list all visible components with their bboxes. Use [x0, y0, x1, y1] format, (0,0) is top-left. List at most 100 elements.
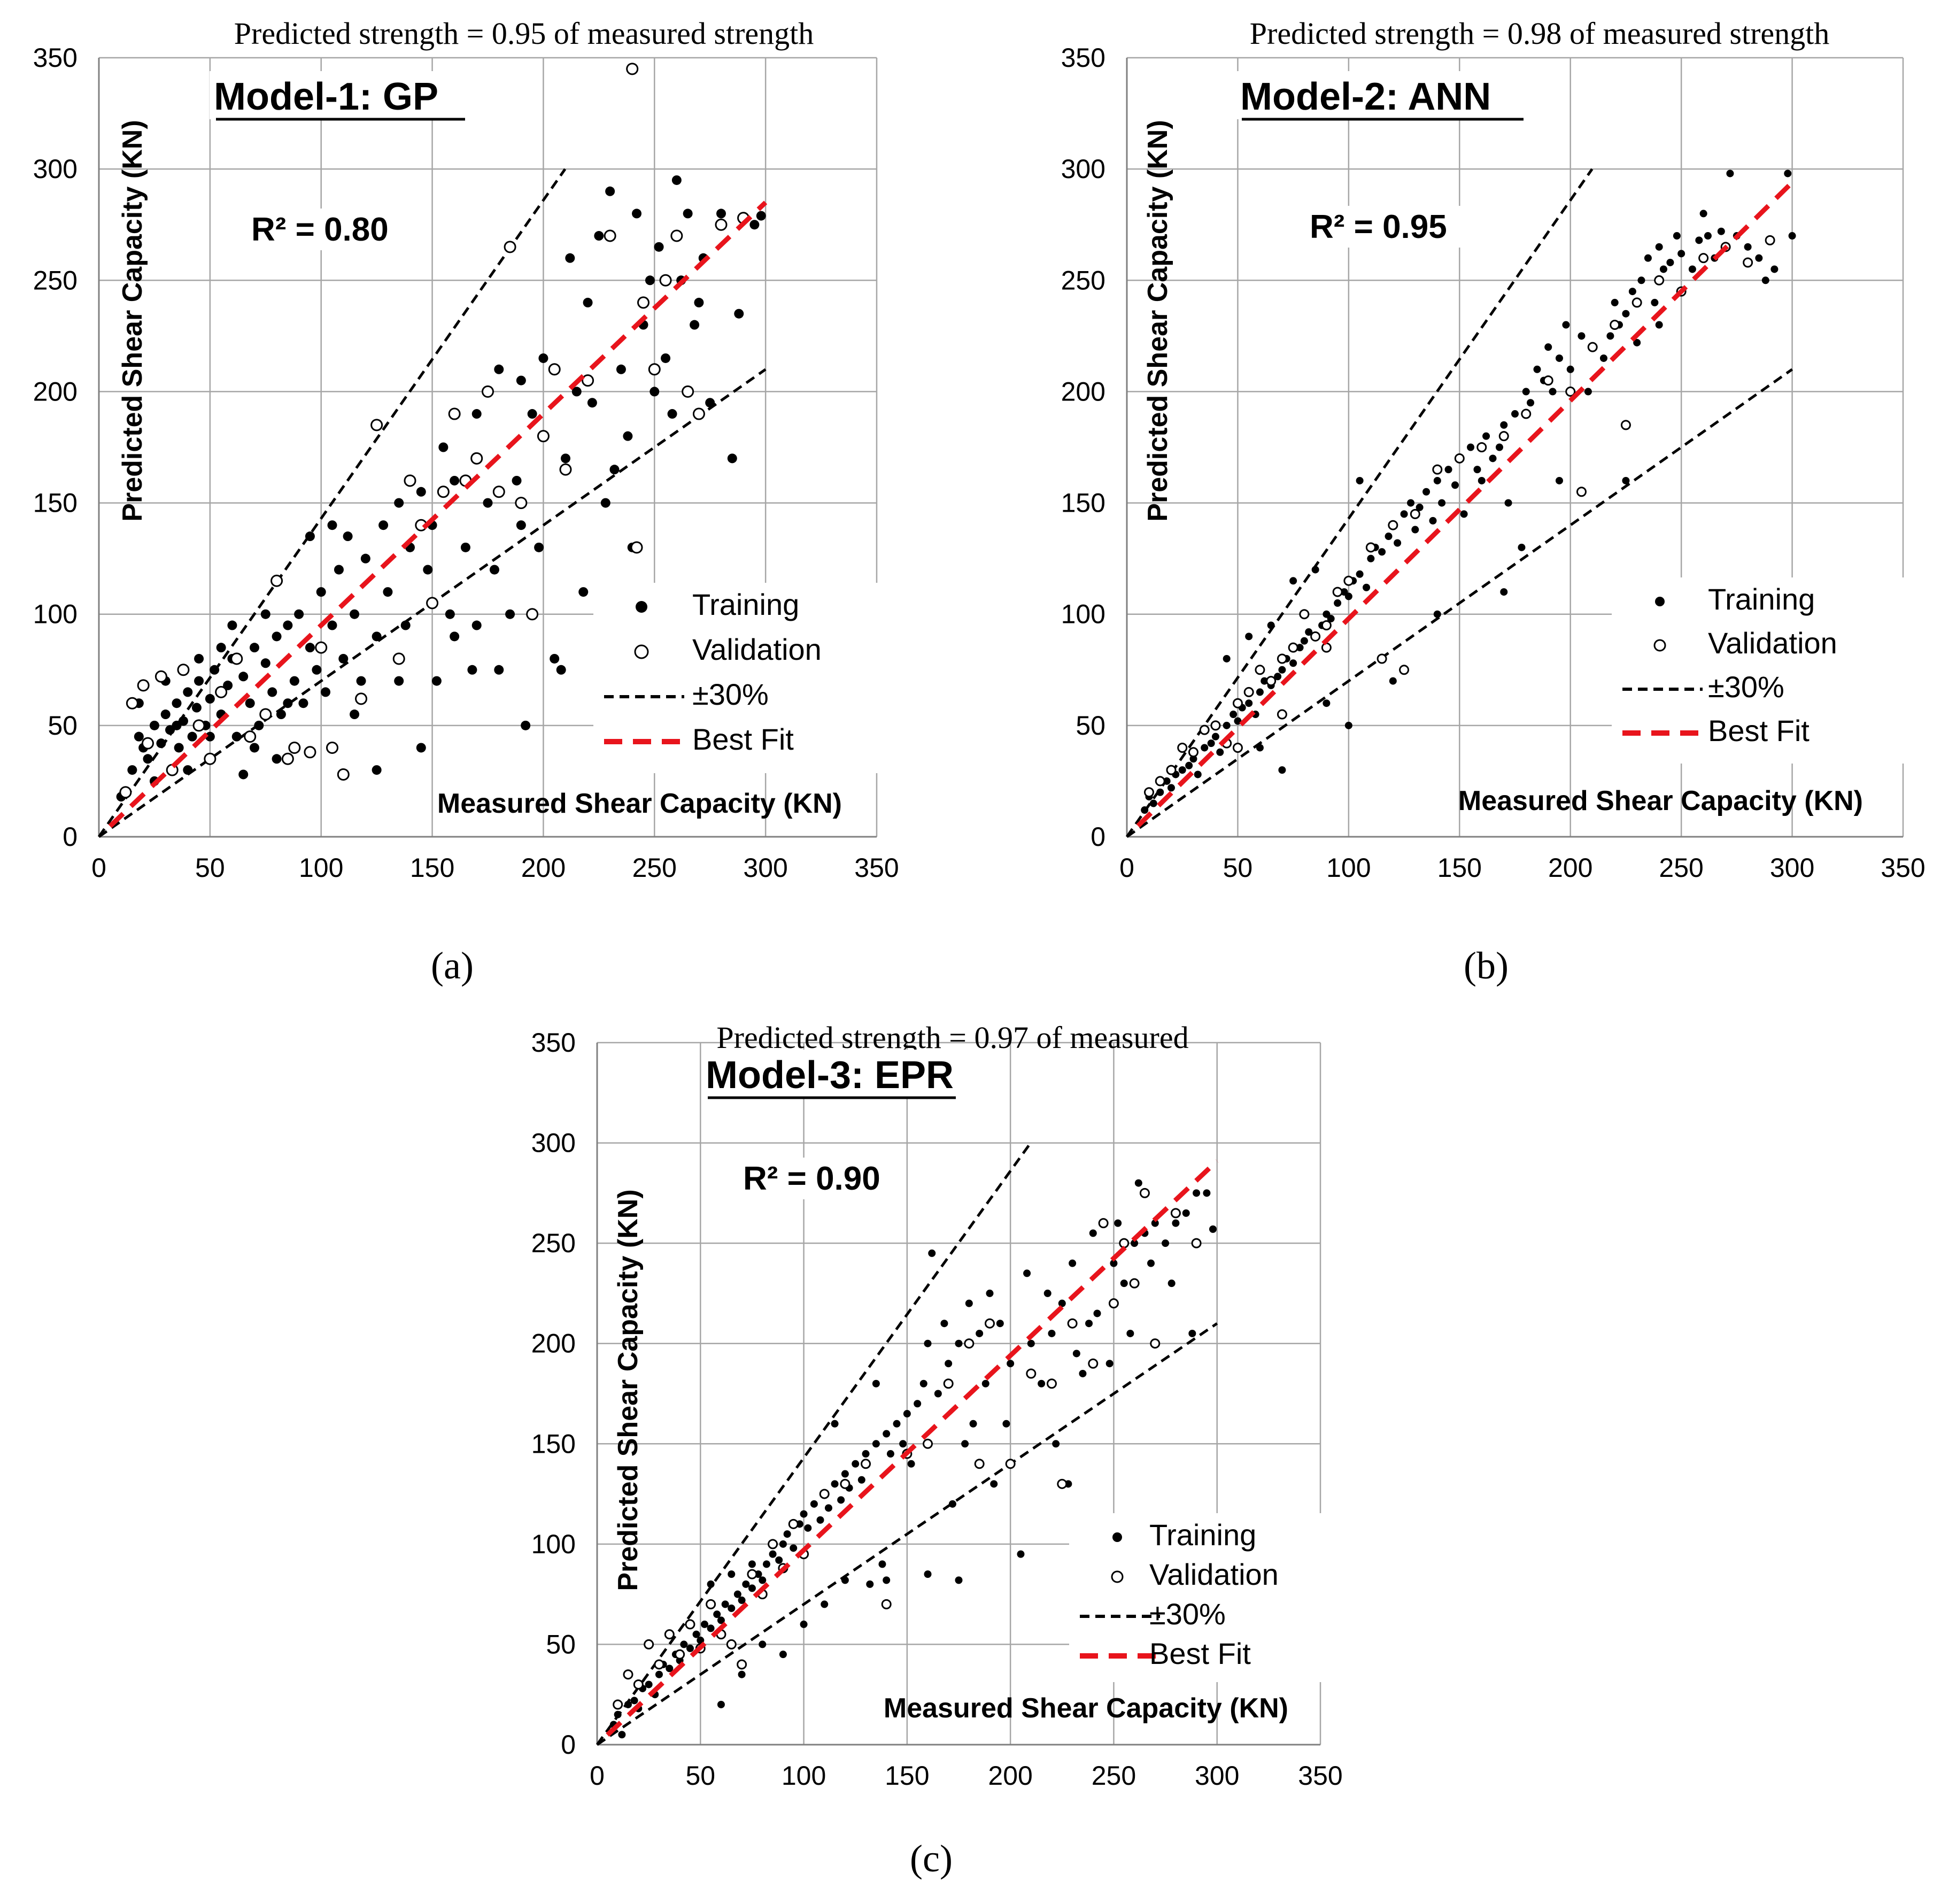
legend-bounds-label: ±30%	[692, 677, 769, 711]
validation-point	[1343, 575, 1354, 586]
validation-point	[304, 746, 316, 759]
training-point	[556, 665, 566, 675]
y-tick-label: 0	[63, 822, 78, 852]
training-point	[1048, 1329, 1056, 1337]
lower-bound-line	[1126, 368, 1793, 838]
training-point	[471, 409, 482, 419]
training-point	[1500, 421, 1508, 429]
training-point	[534, 542, 544, 552]
training-point	[1651, 298, 1659, 306]
validation-point	[259, 708, 272, 721]
training-point	[1363, 583, 1371, 591]
validation-point	[119, 786, 132, 799]
validation-point	[726, 1639, 737, 1649]
y-tick-label: 300	[531, 1128, 576, 1158]
legend-training-label: Training	[1708, 582, 1815, 616]
training-point	[1079, 1369, 1087, 1377]
training-point	[914, 1400, 922, 1408]
x-tick-label: 50	[685, 1761, 715, 1791]
training-point	[650, 387, 660, 397]
x-tick-label: 250	[1659, 853, 1703, 883]
validation-point	[1299, 609, 1310, 620]
training-point	[250, 743, 259, 753]
training-point	[1305, 628, 1313, 636]
training-point	[1755, 254, 1763, 262]
training-point	[955, 1576, 963, 1584]
validation-point	[675, 1649, 685, 1660]
model-title: Model-2: ANN	[1240, 75, 1491, 118]
validation-point	[548, 363, 561, 376]
training-point	[1788, 232, 1796, 240]
training-point	[505, 609, 515, 619]
training-point	[872, 1379, 880, 1387]
training-point	[624, 1700, 632, 1708]
training-point	[550, 653, 560, 664]
training-point	[1149, 799, 1157, 807]
training-point	[924, 1339, 932, 1347]
training-point	[1628, 288, 1636, 296]
training-point	[713, 1610, 721, 1618]
training-point	[1473, 466, 1481, 474]
training-point	[1511, 410, 1519, 418]
y-tick-label: 100	[33, 599, 78, 629]
validation-point	[1288, 642, 1298, 653]
validation-point	[715, 218, 728, 231]
training-point	[587, 398, 597, 408]
validation-point	[788, 1518, 799, 1529]
training-point	[400, 620, 411, 630]
training-point	[1110, 1259, 1118, 1267]
x-tick-label: 350	[854, 853, 899, 883]
validation-point	[1454, 453, 1465, 464]
training-point	[1172, 1219, 1180, 1227]
y-tick-label: 300	[1061, 154, 1105, 184]
training-point	[1223, 654, 1231, 662]
training-point	[804, 1524, 812, 1532]
training-point	[1562, 321, 1570, 329]
training-point	[775, 1556, 783, 1564]
training-point	[986, 1289, 994, 1297]
model-title-background	[1236, 71, 1526, 119]
training-point	[160, 710, 171, 720]
training-point	[831, 1420, 839, 1428]
training-point	[1267, 621, 1275, 629]
training-point	[561, 453, 570, 464]
validation-point	[1188, 747, 1199, 758]
training-point	[438, 442, 449, 452]
training-point	[667, 409, 677, 419]
training-point	[1416, 503, 1424, 511]
y-tick-label: 50	[48, 711, 78, 741]
training-point	[312, 665, 322, 675]
validation-point	[1698, 253, 1709, 264]
training-point	[981, 1379, 989, 1387]
training-point	[350, 710, 360, 720]
validation-point	[685, 1619, 695, 1630]
training-point	[661, 353, 671, 363]
training-point	[749, 220, 760, 230]
x-tick-label: 100	[299, 853, 343, 883]
y-tick-label: 350	[33, 43, 78, 73]
training-point	[1555, 476, 1563, 484]
training-point	[416, 487, 426, 497]
training-point	[1162, 1239, 1170, 1247]
best-fit-line	[1136, 180, 1794, 828]
training-point	[127, 765, 137, 775]
training-point	[878, 1560, 886, 1568]
legend-training-label: Training	[692, 588, 799, 621]
validation-point	[230, 652, 243, 665]
training-point	[1659, 265, 1667, 273]
training-point	[372, 765, 382, 775]
y-tick-label: 250	[1061, 265, 1105, 295]
training-point	[1278, 666, 1286, 674]
training-point	[816, 1516, 824, 1524]
legend-validation-label: Validation	[1708, 626, 1837, 660]
validation-point	[768, 1539, 778, 1550]
training-point	[378, 520, 389, 530]
validation-point	[1365, 542, 1376, 553]
training-point	[1261, 677, 1269, 685]
validation-point	[692, 407, 705, 420]
validation-point	[515, 497, 528, 510]
validation-point	[1067, 1318, 1078, 1329]
training-point	[1209, 1225, 1217, 1233]
training-point	[423, 565, 433, 575]
validation-point	[355, 692, 368, 705]
